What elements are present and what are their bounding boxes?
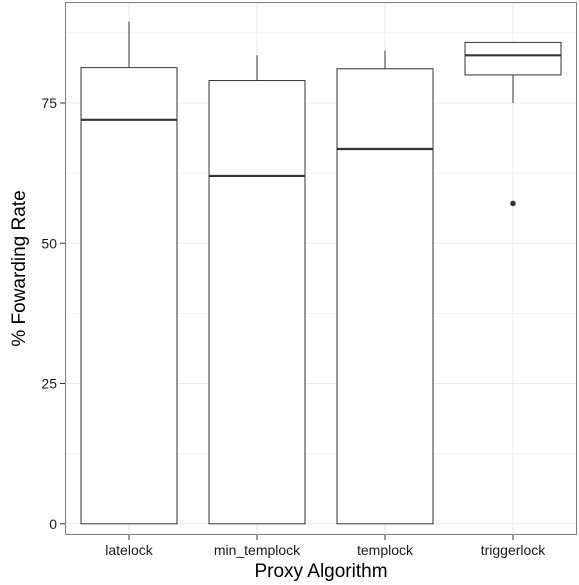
box-iqr — [208, 80, 306, 525]
y-tick-label: 50 — [41, 235, 57, 251]
box-series — [80, 21, 562, 525]
panel-border — [65, 2, 577, 535]
box-triggerlock — [464, 41, 562, 207]
y-axis: 0 25 50 75 — [41, 95, 65, 532]
y-tick-label: 25 — [41, 376, 57, 392]
y-tick-label: 0 — [49, 516, 57, 532]
x-axis: latelock min_templock templock triggerlock — [105, 535, 546, 558]
box-latelock — [80, 21, 178, 525]
x-tick-label: triggerlock — [481, 542, 547, 558]
x-tick-label: templock — [357, 542, 414, 558]
box-min_templock — [208, 55, 306, 525]
box-templock — [336, 50, 434, 525]
x-axis-title: Proxy Algorithm — [254, 561, 387, 582]
outlier-point — [510, 200, 516, 207]
x-tick-label: latelock — [105, 542, 153, 558]
y-tick-label: 75 — [41, 95, 57, 111]
y-axis-title: % Fowarding Rate — [9, 190, 30, 346]
box-iqr — [464, 41, 562, 76]
x-tick-label: min_templock — [214, 542, 301, 558]
box-iqr — [336, 68, 434, 525]
box-iqr — [80, 67, 178, 525]
